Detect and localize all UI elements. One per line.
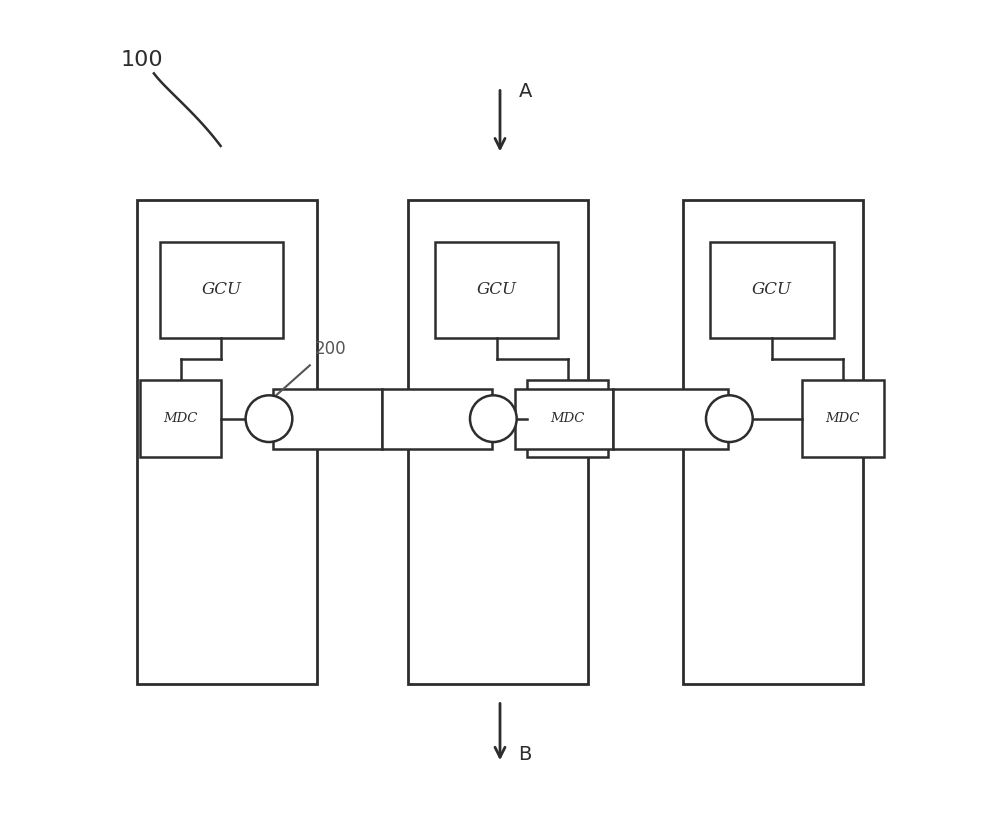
Text: 100: 100 (121, 50, 163, 70)
Bar (160, 242, 283, 338)
Bar (382, 389, 492, 449)
Text: MDC: MDC (826, 412, 860, 425)
Text: B: B (518, 746, 532, 764)
Text: GCU: GCU (201, 281, 241, 299)
Bar (435, 242, 558, 338)
Bar (527, 380, 608, 457)
Circle shape (470, 395, 517, 442)
Bar (710, 242, 834, 338)
Text: GCU: GCU (752, 281, 792, 299)
Bar (137, 200, 317, 684)
Bar (683, 200, 863, 684)
Bar (408, 200, 588, 684)
Circle shape (246, 395, 292, 442)
Circle shape (706, 395, 753, 442)
Bar (140, 380, 221, 457)
Text: MDC: MDC (163, 412, 198, 425)
Bar (273, 389, 382, 449)
Bar (613, 389, 728, 449)
Bar (802, 380, 884, 457)
Text: GCU: GCU (477, 281, 517, 299)
Text: A: A (518, 83, 532, 101)
Bar (515, 389, 613, 449)
Text: 200: 200 (315, 339, 346, 358)
Text: MDC: MDC (550, 412, 585, 425)
